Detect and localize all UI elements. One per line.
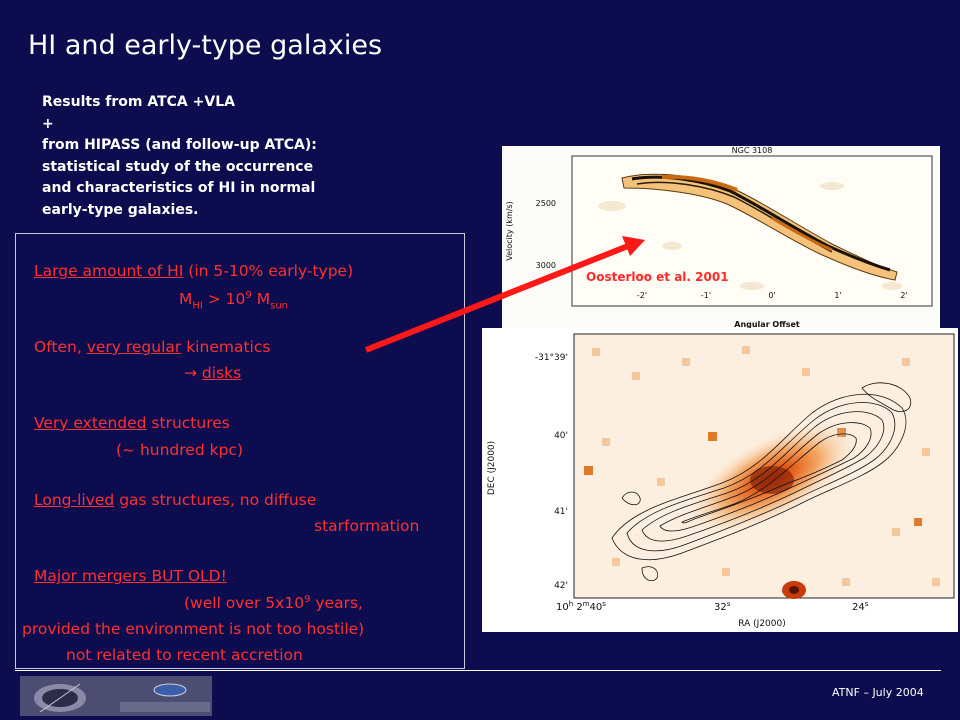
map-plot-svg: -31°39' 40' 41' 42' DEC (J2000) 10h 2m40… [482,328,958,632]
extended-rest: structures [146,414,230,432]
disks-line: → disks [184,364,241,382]
long-lived-underlined: Long-lived [34,491,115,509]
extended-underlined: Very extended [34,414,147,432]
mass-m: M [179,290,193,309]
position-velocity-diagram: NGC 3108 2500 3000 Velocity (km/s) -2' -… [502,146,940,329]
disks-underlined: disks [201,364,242,382]
age-a: (well over 5x10 [184,594,305,613]
intro-line: Results from ATCA +VLA [42,94,235,110]
pv-xtick: -2' [637,291,647,300]
pv-ylabel: Velocity (km/s) [505,201,514,260]
footer-banner-image [20,676,212,716]
kinematics-rest: kinematics [181,338,271,356]
pv-ytick: 2500 [536,199,556,208]
intro-line: early-type galaxies. [42,201,199,218]
intro-text: Results from ATCA +VLA + from HIPASS (an… [42,92,317,222]
hi-amount-line: Large amount of HI (in 5-10% early-type) [34,262,353,280]
pv-title: NGC 3108 [732,146,773,155]
hi-amount-underlined: Large amount of HI [34,262,184,280]
map-ytick: 40' [554,431,568,441]
credit-label: Oosterloo et al. 2001 [586,270,729,284]
age-exp: 9 [304,594,311,605]
footer-text: ATNF – July 2004 [832,686,924,699]
intro-line: statistical study of the occurrence [42,158,314,175]
extended-line: Very extended structures [34,414,230,432]
environment-line: provided the environment is not too host… [22,620,365,638]
mass-m2: M [251,290,271,309]
map-ylabel: DEC (J2000) [487,441,497,495]
age-b: years, [310,594,363,613]
map-xlabel: RA (J2000) [738,619,786,629]
pv-xtick: 1' [834,291,841,300]
mass-sub-hi: HI [192,300,203,312]
right-arrow-icon: → [184,364,202,382]
age-line: (well over 5x109 years, [184,594,363,612]
pv-ytick: 3000 [536,261,556,270]
mass-sub-sun: sun [270,300,288,312]
mass-exp: 9 [245,290,252,301]
accretion-line: not related to recent accretion [66,646,303,664]
pv-xtick: 0' [768,291,775,300]
kinematics-underlined: very regular [86,338,182,356]
pv-xlabel: Angular Offset [734,320,800,329]
hi-contour-map: -31°39' 40' 41' 42' DEC (J2000) 10h 2m40… [482,328,958,632]
hi-amount-rest: (in 5-10% early-type) [183,262,354,280]
map-ytick: -31°39' [535,353,568,363]
pv-xtick: -1' [701,291,711,300]
kinematics-prefix: Often, [34,338,87,356]
slide-title: HI and early-type galaxies [28,30,383,61]
kinematics-line: Often, very regular kinematics [34,338,270,356]
hundred-kpc-line: (~ hundred kpc) [116,441,243,459]
summary-box: Large amount of HI (in 5-10% early-type)… [15,233,465,669]
mergers-line: Major mergers BUT OLD! [34,567,227,585]
mergers-underlined: Major mergers BUT OLD! [34,567,227,585]
pv-plot-svg: NGC 3108 2500 3000 Velocity (km/s) -2' -… [502,146,940,329]
pv-xtick: 2' [900,291,907,300]
intro-line: + [42,115,54,132]
map-xtick-first: 10h 2m40s [556,600,606,613]
map-ytick: 42' [554,581,568,591]
hi-mass-line: MHI > 109 Msun [179,290,288,311]
mass-gt: > 10 [202,290,246,309]
starformation-line: starformation [314,517,420,535]
map-xtick-last: 24s [852,600,869,613]
footer-divider [15,670,941,671]
long-lived-rest: gas structures, no diffuse [114,491,317,509]
long-lived-line: Long-lived gas structures, no diffuse [34,491,316,509]
intro-line: and characteristics of HI in normal [42,180,316,197]
intro-line: from HIPASS (and follow-up ATCA): [42,137,317,154]
map-ytick: 41' [554,507,568,517]
map-xtick-mid: 32s [714,600,731,613]
telescope-banner-icon [20,676,212,716]
